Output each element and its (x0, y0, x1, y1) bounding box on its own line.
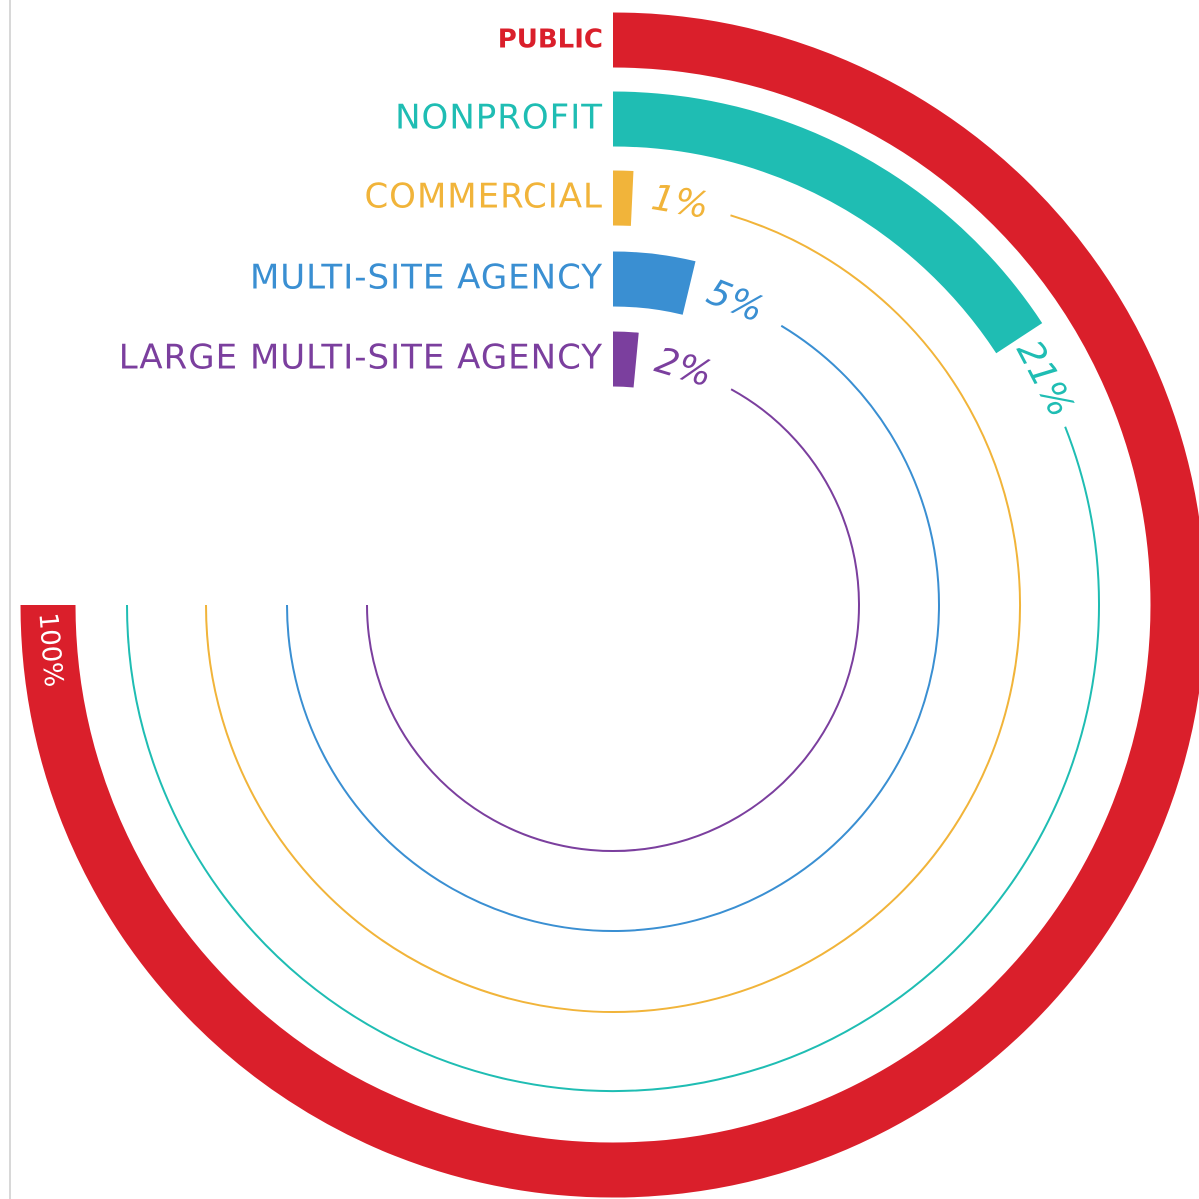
value-label: 5% (701, 272, 769, 331)
radial-bar (20, 12, 1199, 1198)
category-label: NONPROFIT (395, 98, 603, 138)
track (286, 324, 940, 932)
value-label: 2% (650, 340, 716, 396)
category-label: COMMERCIAL (364, 177, 603, 217)
track (205, 214, 1021, 1013)
track (126, 426, 1100, 1092)
radial-bar (612, 91, 1043, 354)
category-label: MULTI-SITE AGENCY (250, 258, 603, 298)
value-label: 21% (1008, 334, 1081, 424)
radial-bar (612, 251, 696, 315)
category-label: PUBLIC (498, 25, 603, 55)
category-label: LARGE MULTI-SITE AGENCY (119, 338, 603, 378)
radial-bar (612, 331, 639, 388)
value-label: 1% (649, 177, 712, 227)
value-label: 100% (32, 612, 68, 688)
track (366, 388, 860, 852)
